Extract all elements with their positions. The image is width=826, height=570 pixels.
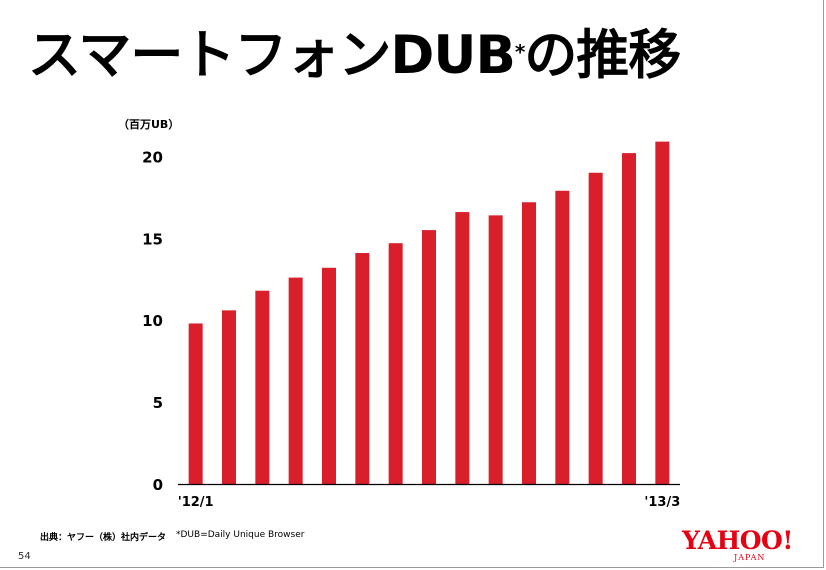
y-tick-label: 10 [142, 312, 163, 330]
bar [355, 253, 370, 484]
x-tick-label: '13/3 [644, 495, 680, 510]
y-tick-label: 15 [142, 230, 163, 248]
dub-definition-note: *DUB=Daily Unique Browser [176, 530, 305, 540]
bar [322, 267, 336, 484]
y-tick-label: 20 [142, 148, 163, 166]
y-tick-label: 5 [153, 394, 163, 412]
bar [255, 290, 270, 484]
slide-title: スマートフォンDUB*の推移 [28, 25, 681, 86]
title-main: スマートフォンDUB [28, 25, 516, 86]
yahoo-japan-logo: YAHOO! JAPAN [682, 528, 812, 564]
bar [455, 212, 470, 485]
bar [555, 190, 570, 484]
y-tick-label: 0 [153, 476, 163, 494]
bar [622, 153, 636, 484]
source-note: 出典：ヤフー（株）社内データ [40, 533, 167, 543]
logo-subtext: JAPAN [734, 553, 766, 562]
bar [588, 172, 603, 484]
bar [288, 277, 303, 484]
bar [488, 215, 503, 484]
bar [422, 230, 436, 484]
page-number: 54 [18, 551, 31, 562]
bar [655, 141, 670, 484]
bar [222, 310, 236, 484]
title-footnote-mark: * [514, 40, 526, 64]
bar [388, 243, 403, 484]
title-suffix: の推移 [524, 25, 681, 86]
logo-wordmark: YAHOO! [682, 526, 793, 555]
bar [188, 323, 203, 484]
bar [522, 202, 536, 484]
x-tick-label: '12/1 [178, 495, 214, 510]
y-axis-unit-label: （百万UB） [118, 118, 180, 131]
